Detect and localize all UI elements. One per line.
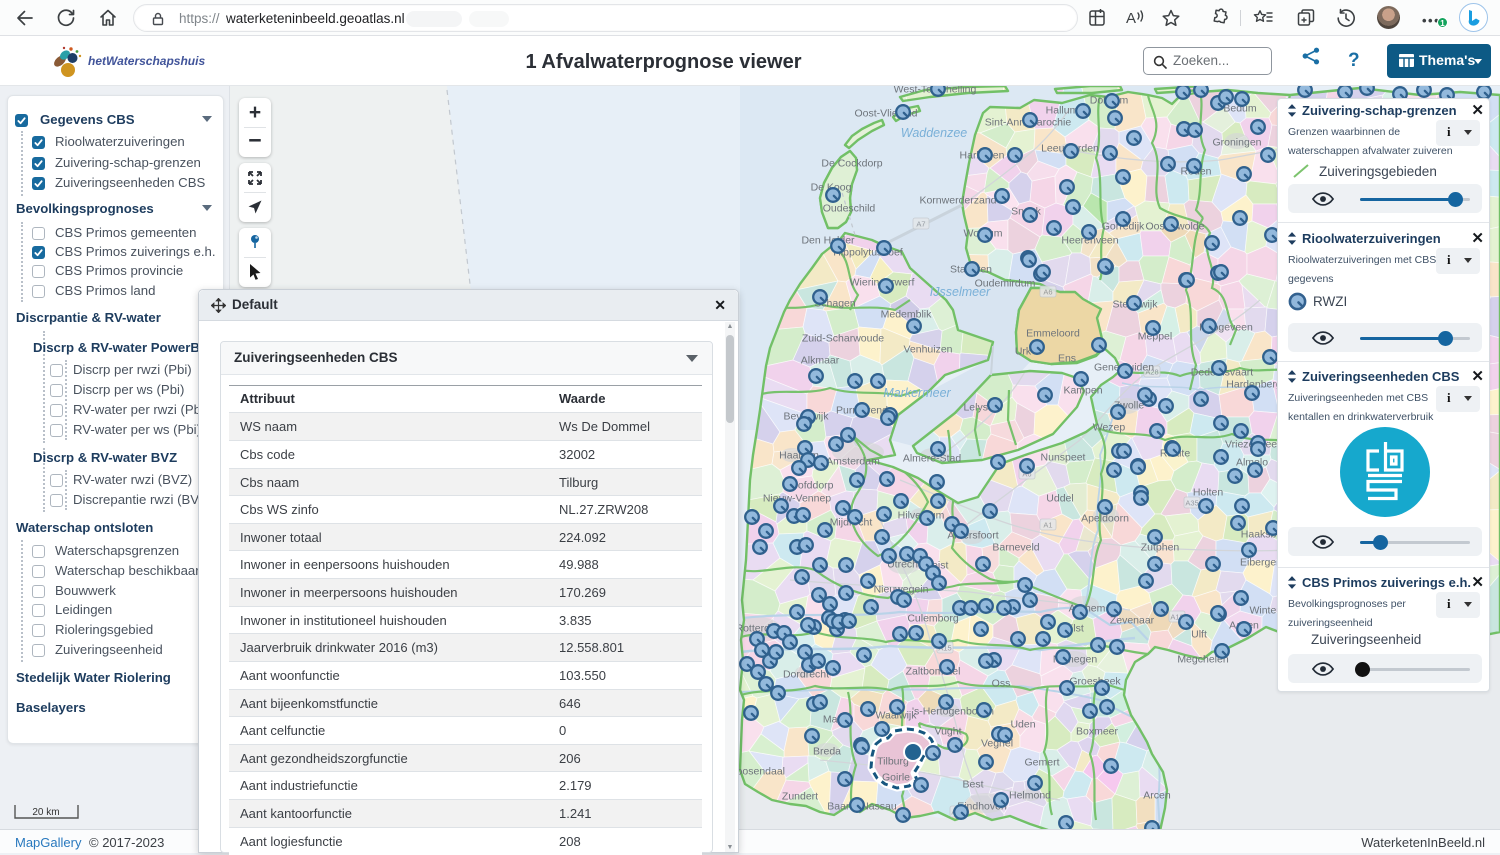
svg-text:Kampen: Kampen bbox=[1063, 385, 1102, 397]
svg-text:Medemblik: Medemblik bbox=[881, 309, 933, 321]
svg-text:Oss: Oss bbox=[992, 678, 1011, 690]
svg-text:Barneveld: Barneveld bbox=[992, 542, 1039, 554]
svg-text:Uden: Uden bbox=[1010, 719, 1035, 731]
svg-text:Den Helder: Den Helder bbox=[801, 235, 855, 247]
svg-text:Best: Best bbox=[962, 779, 983, 791]
svg-text:Zuid-Scharwoude: Zuid-Scharwoude bbox=[802, 333, 884, 345]
svg-text:Goirle: Goirle bbox=[882, 772, 910, 784]
svg-text:Urk: Urk bbox=[1015, 346, 1032, 358]
svg-text:Helmond: Helmond bbox=[1009, 790, 1051, 802]
svg-text:A6: A6 bbox=[1043, 288, 1052, 297]
svg-text:Meppel: Meppel bbox=[1138, 331, 1172, 343]
svg-text:Nieuw-Vennep: Nieuw-Vennep bbox=[763, 493, 831, 505]
svg-text:Waalwijk: Waalwijk bbox=[875, 710, 917, 722]
svg-text:'s-Hertogenbosch: 's-Hertogenbosch bbox=[912, 706, 994, 718]
svg-text:Arcen: Arcen bbox=[1143, 790, 1171, 802]
svg-text:Alkmaar: Alkmaar bbox=[801, 355, 840, 367]
svg-text:Groningen: Groningen bbox=[1212, 137, 1261, 149]
svg-text:Oudemirdum: Oudemirdum bbox=[975, 278, 1036, 290]
svg-text:Vught: Vught bbox=[934, 726, 961, 738]
svg-text:Boxmeer: Boxmeer bbox=[1076, 726, 1119, 738]
svg-text:Eibergen: Eibergen bbox=[1240, 557, 1282, 569]
svg-text:A28: A28 bbox=[1145, 368, 1158, 377]
svg-text:Heerenveen: Heerenveen bbox=[1061, 235, 1118, 247]
svg-text:Markermeer: Markermeer bbox=[883, 386, 951, 400]
svg-text:Hardenberg: Hardenberg bbox=[1226, 379, 1282, 391]
svg-text:Gemert: Gemert bbox=[1024, 757, 1059, 769]
svg-text:Emmeloord: Emmeloord bbox=[1026, 328, 1080, 340]
svg-text:Dordrecht: Dordrecht bbox=[783, 669, 829, 681]
svg-text:Culemborg: Culemborg bbox=[907, 613, 959, 625]
svg-text:Holten: Holten bbox=[1193, 487, 1224, 499]
svg-text:Zevenaar: Zevenaar bbox=[1110, 615, 1155, 627]
svg-text:Nunspeet: Nunspeet bbox=[1041, 452, 1086, 464]
svg-text:A: A bbox=[1126, 10, 1136, 27]
svg-text:Waddenzee: Waddenzee bbox=[901, 126, 968, 140]
svg-text:Uddel: Uddel bbox=[1046, 493, 1073, 505]
svg-text:Utrecht: Utrecht bbox=[887, 559, 921, 571]
svg-text:Ulft: Ulft bbox=[1191, 629, 1207, 641]
svg-text:Amsterdam: Amsterdam bbox=[826, 456, 880, 468]
svg-text:Zundert: Zundert bbox=[782, 791, 818, 803]
svg-text:Bedum: Bedum bbox=[1223, 103, 1257, 115]
svg-text:Wezep: Wezep bbox=[1093, 422, 1126, 434]
svg-text:A1: A1 bbox=[1043, 521, 1052, 530]
svg-text:Oudeschild: Oudeschild bbox=[823, 203, 876, 215]
svg-text:A35: A35 bbox=[1185, 499, 1198, 508]
svg-text:Hallum: Hallum bbox=[1046, 105, 1079, 117]
svg-text:Zutphen: Zutphen bbox=[1141, 542, 1180, 554]
svg-text:A7: A7 bbox=[916, 220, 925, 229]
svg-text:A18: A18 bbox=[1170, 613, 1183, 622]
svg-text:Tilburg: Tilburg bbox=[877, 756, 909, 768]
svg-text:20 km: 20 km bbox=[32, 807, 59, 818]
svg-text:De Cockdorp: De Cockdorp bbox=[821, 158, 882, 170]
svg-text:Venhuizen: Venhuizen bbox=[903, 344, 952, 356]
svg-text:A15: A15 bbox=[938, 644, 951, 653]
svg-text:A6: A6 bbox=[1022, 470, 1031, 479]
svg-text:IJsselmeer: IJsselmeer bbox=[930, 285, 991, 299]
svg-text:Breda: Breda bbox=[813, 746, 841, 758]
svg-text:Megchelen: Megchelen bbox=[1177, 654, 1229, 666]
svg-text:Almere-Stad: Almere-Stad bbox=[903, 453, 962, 465]
svg-text:Ens: Ens bbox=[1058, 353, 1076, 365]
svg-text:Apeldoorn: Apeldoorn bbox=[1081, 513, 1129, 525]
svg-text:Kornwerderzand: Kornwerderzand bbox=[919, 195, 996, 207]
svg-text:Roosendaal: Roosendaal bbox=[729, 766, 785, 778]
svg-text:Nieuwegein: Nieuwegein bbox=[874, 584, 929, 596]
